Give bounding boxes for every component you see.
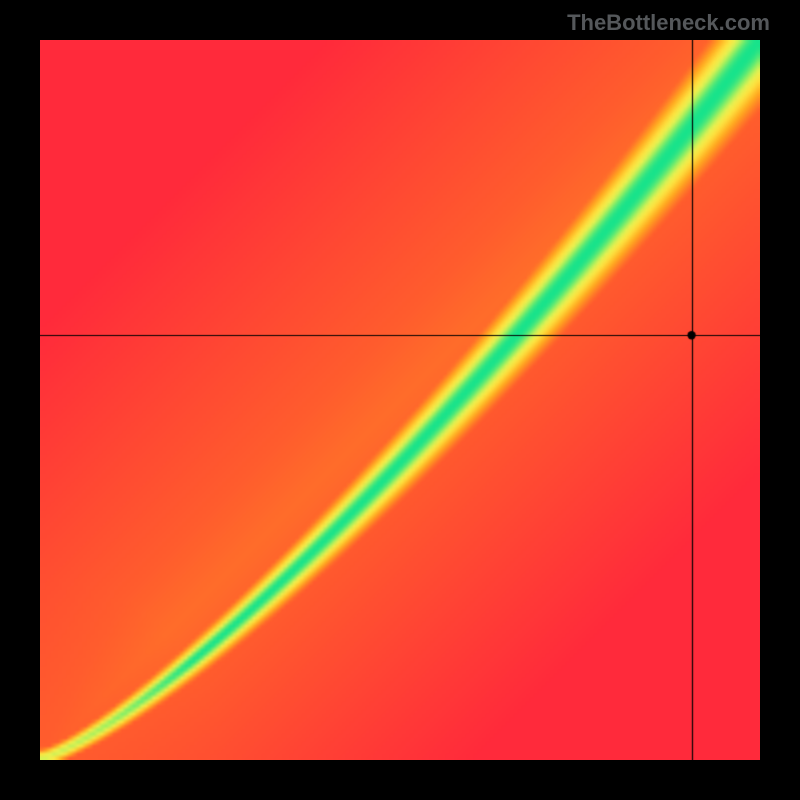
chart-container: TheBottleneck.com — [0, 0, 800, 800]
crosshair-overlay — [40, 40, 760, 760]
watermark-text: TheBottleneck.com — [567, 10, 770, 36]
